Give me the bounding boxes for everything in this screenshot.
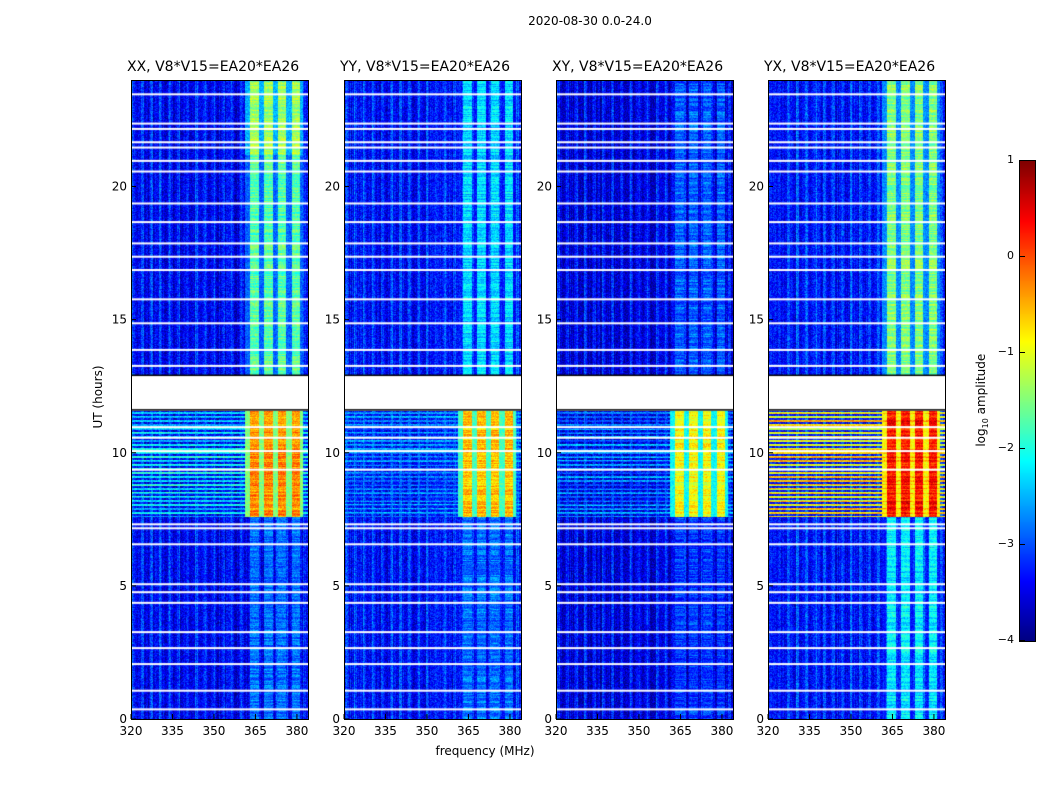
panel-title: XY, V8*V15=EA20*EA26 <box>552 59 724 75</box>
x-tick-label: 365 <box>244 724 267 738</box>
colorbar-tick-label: −4 <box>997 633 1014 646</box>
x-tick-label: 365 <box>881 724 904 738</box>
panel-title: YX, V8*V15=EA20*EA26 <box>764 59 936 75</box>
colorbar-tick-label: −3 <box>997 537 1014 550</box>
panel-title: XX, V8*V15=EA20*EA26 <box>127 59 300 75</box>
y-tick-label: 5 <box>756 579 764 593</box>
y-tick-label: 0 <box>332 712 340 726</box>
colorbar-tick <box>1020 544 1025 545</box>
x-tick-label: 320 <box>757 724 780 738</box>
y-tick-label: 10 <box>537 446 552 460</box>
panel-title: YY, V8*V15=EA20*EA26 <box>340 59 511 75</box>
colorbar-label: log10 amplitude <box>973 353 991 447</box>
x-tick-label: 365 <box>669 724 692 738</box>
x-axis-label: frequency (MHz) <box>435 744 535 758</box>
heatmap-3 <box>768 80 945 719</box>
colorbar-tick <box>1020 352 1025 353</box>
colorbar-tick-label: 1 <box>1007 153 1014 166</box>
y-axis-label: UT (hours) <box>91 365 105 429</box>
y-tick-label: 0 <box>756 712 764 726</box>
colorbar-tick <box>1020 640 1025 641</box>
y-tick-label: 5 <box>119 579 127 593</box>
colorbar <box>1019 160 1036 642</box>
y-tick-label: 10 <box>325 446 340 460</box>
colorbar-tick <box>1020 256 1025 257</box>
x-tick-label: 350 <box>840 724 863 738</box>
y-tick-label: 15 <box>537 313 552 327</box>
y-tick-label: 20 <box>112 180 127 194</box>
x-tick-label: 350 <box>628 724 651 738</box>
y-tick-label: 10 <box>112 446 127 460</box>
heatmap-2 <box>556 80 733 719</box>
x-tick-label: 335 <box>161 724 184 738</box>
x-tick-label: 320 <box>545 724 568 738</box>
x-tick-label: 320 <box>120 724 143 738</box>
y-tick-label: 20 <box>749 180 764 194</box>
colorbar-tick-label: 0 <box>1007 249 1014 262</box>
y-tick-label: 15 <box>112 313 127 327</box>
x-tick-label: 380 <box>498 724 521 738</box>
y-tick-label: 15 <box>749 313 764 327</box>
x-tick-label: 335 <box>798 724 821 738</box>
colorbar-tick <box>1020 448 1025 449</box>
x-tick-label: 350 <box>203 724 226 738</box>
y-tick-label: 5 <box>332 579 340 593</box>
x-tick-label: 365 <box>457 724 480 738</box>
x-tick-label: 380 <box>710 724 733 738</box>
x-tick-label: 320 <box>333 724 356 738</box>
x-tick-label: 335 <box>374 724 397 738</box>
y-tick-label: 5 <box>544 579 552 593</box>
y-tick-label: 20 <box>537 180 552 194</box>
x-tick-label: 350 <box>416 724 439 738</box>
colorbar-tick-label: −1 <box>997 345 1014 358</box>
colorbar-tick-label: −2 <box>997 441 1014 454</box>
x-tick-label: 380 <box>922 724 945 738</box>
heatmap-0 <box>131 80 308 719</box>
x-tick-label: 380 <box>285 724 308 738</box>
figure-title: 2020-08-30 0.0-24.0 <box>528 14 652 28</box>
heatmap-1 <box>344 80 521 719</box>
y-tick-label: 20 <box>325 180 340 194</box>
y-tick-label: 0 <box>544 712 552 726</box>
x-tick-label: 335 <box>586 724 609 738</box>
y-tick-label: 0 <box>119 712 127 726</box>
y-tick-label: 10 <box>749 446 764 460</box>
colorbar-tick <box>1020 160 1025 161</box>
y-tick-label: 15 <box>325 313 340 327</box>
